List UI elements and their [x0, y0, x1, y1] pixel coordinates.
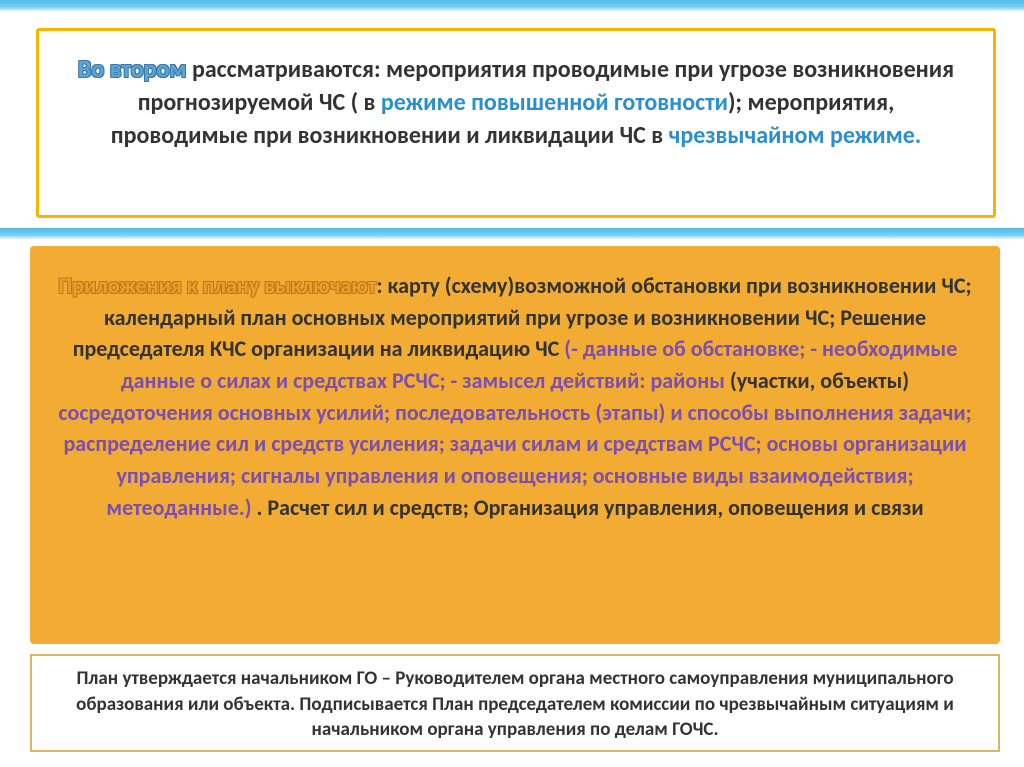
section-1-highlight-1: режиме повышенной готовности: [381, 88, 728, 117]
section-2-text-2: (участки, объекты): [730, 367, 909, 394]
decorative-wave-mid: [0, 228, 1024, 240]
section-box-3: План утверждается начальником ГО – Руков…: [30, 654, 1000, 752]
section-3-content: План утверждается начальником ГО – Руков…: [52, 666, 978, 743]
section-1-highlight-2: чрезвычайном режиме.: [669, 121, 922, 150]
section-box-2: Приложения к плану выключают: карту (схе…: [30, 246, 1000, 644]
decorative-wave-top: [0, 0, 1024, 12]
section-2-text-3: . Расчет сил и средств; Организация упра…: [257, 494, 924, 521]
section-1-content: Во втором рассматриваются: мероприятия п…: [67, 53, 965, 152]
section-2-content: Приложения к плану выключают: карту (схе…: [54, 270, 976, 523]
section-1-lead: Во втором: [78, 55, 187, 84]
section-2-lead: Приложения к плану выключают: [58, 272, 376, 299]
section-box-1: Во втором рассматриваются: мероприятия п…: [36, 28, 996, 218]
